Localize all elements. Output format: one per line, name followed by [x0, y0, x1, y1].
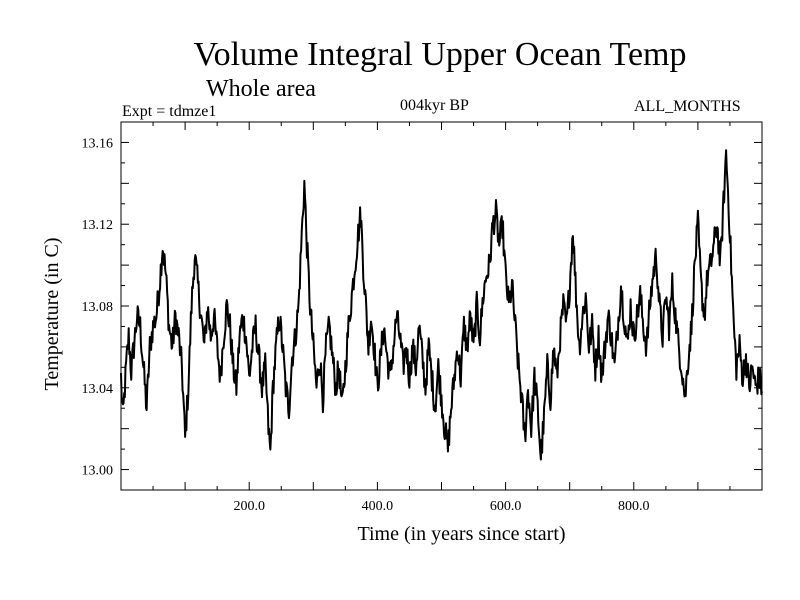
y-tick-label: 13.04: [82, 382, 114, 397]
x-tick-label: 800.0: [618, 499, 650, 514]
chart-title: Volume Integral Upper Ocean Temp: [193, 36, 687, 73]
x-tick-label: 200.0: [233, 499, 265, 514]
x-tick-label: 600.0: [490, 499, 522, 514]
temperature-series-line: [120, 149, 763, 461]
y-tick-label: 13.00: [82, 464, 114, 479]
experiment-label: Expt = tdmze1: [122, 103, 217, 120]
y-axis-label: Temperature (in C): [41, 238, 63, 391]
chart-subtitle: Whole area: [206, 76, 316, 102]
plot-frame: [120, 121, 763, 491]
y-tick-label: 13.16: [82, 136, 114, 151]
y-tick-label: 13.12: [82, 218, 114, 233]
x-axis-label: Time (in years since start): [357, 523, 565, 545]
months-label: ALL_MONTHS: [634, 98, 741, 115]
period-label: 004kyr BP: [400, 97, 469, 114]
x-tick-label: 400.0: [362, 499, 394, 514]
y-tick-label: 13.08: [82, 300, 114, 315]
